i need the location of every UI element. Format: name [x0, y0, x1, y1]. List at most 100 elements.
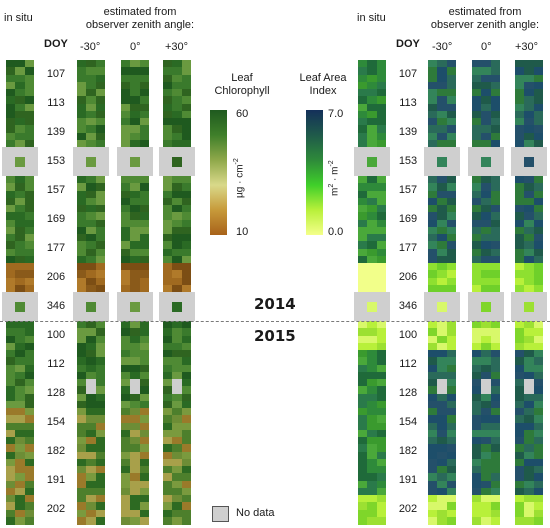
lai-unit-exp2: -2: [328, 160, 335, 167]
chlorophyll-pixel: [163, 139, 173, 148]
lai-pixel: [515, 335, 525, 344]
chlorophyll-pixel: [172, 393, 183, 402]
lai-pixel: [446, 328, 457, 336]
chlorophyll-pixel: [139, 502, 150, 510]
chlorophyll-pixel: [15, 110, 26, 119]
chlorophyll-pixel: [121, 263, 131, 271]
chlorophyll-pixel: [24, 118, 35, 126]
lai-center-pixel: [367, 301, 377, 312]
chlorophyll-pixel: [163, 451, 173, 460]
chlorophyll-pixel: [130, 473, 141, 481]
lai-pixel: [515, 241, 525, 249]
lai-pixel: [358, 96, 368, 104]
lai-pixel: [446, 321, 457, 329]
chlorophyll-pixel: [172, 495, 183, 503]
chlorophyll-pixel: [77, 495, 87, 503]
lai-unit-exp1: 2: [328, 183, 335, 188]
chlorophyll-pixel: [181, 248, 192, 257]
lai-pixel: [515, 248, 525, 257]
lai-pixel: [515, 357, 525, 365]
lai-pixel: [524, 103, 535, 112]
chlorophyll-pixel: [163, 176, 173, 184]
chlorophyll-pixel: [139, 350, 150, 358]
lai-pixel: [446, 509, 457, 518]
chlorophyll-pixel: [163, 328, 173, 336]
chlorophyll-pixel: [163, 458, 173, 467]
chlorophyll-pixel: [24, 350, 35, 358]
lai-pixel: [376, 495, 387, 503]
lai-pixel: [428, 422, 438, 431]
chlorophyll-pixel: [6, 328, 16, 336]
chlorophyll-pixel: [24, 176, 35, 184]
chlorophyll-pixel: [163, 81, 173, 90]
lai-pixel: [446, 335, 457, 344]
chlorophyll-pixel: [77, 415, 87, 423]
chlorophyll-pixel: [77, 400, 87, 409]
lai-pixel: [358, 125, 368, 133]
lai-pixel: [524, 321, 535, 329]
chlorophyll-pixel: [181, 400, 192, 409]
lai-pixel: [472, 248, 482, 257]
lai-pixel: [437, 444, 448, 452]
lai-pixel: [358, 212, 368, 220]
lai-pixel: [524, 205, 535, 213]
chlorophyll-pixel: [181, 509, 192, 518]
chlorophyll-pixel: [77, 212, 87, 220]
lai-pixel: [446, 357, 457, 365]
lai-pixel: [437, 342, 448, 351]
chlorophyll-pixel: [77, 226, 87, 235]
chlorophyll-pixel: [172, 321, 183, 329]
lai-pixel: [428, 371, 438, 380]
lai-pixel: [437, 132, 448, 141]
chlorophyll-pixel: [181, 183, 192, 191]
chlorophyll-pixel: [139, 139, 150, 148]
chlorophyll-pixel: [6, 197, 16, 206]
lai-pixel: [446, 183, 457, 191]
chlorophyll-pixel: [172, 451, 183, 460]
chlorophyll-pixel: [77, 335, 87, 344]
chlorophyll-pixel: [95, 415, 106, 423]
lai-pixel: [358, 277, 368, 286]
chlorophyll-pixel: [95, 241, 106, 249]
chlorophyll-pixel: [172, 263, 183, 271]
lai-pixel: [481, 350, 492, 358]
lai-pixel: [515, 328, 525, 336]
lai-pixel: [446, 466, 457, 474]
chlorophyll-pixel: [15, 422, 26, 431]
chlorophyll-pixel: [86, 89, 97, 97]
lai-pixel: [367, 205, 378, 213]
lai-pixel: [472, 437, 482, 445]
chlorophyll-pixel: [121, 67, 131, 75]
chlorophyll-pixel: [181, 190, 192, 199]
lai-pixel: [376, 415, 387, 423]
chlorophyll-pixel: [163, 60, 173, 68]
chlorophyll-pixel: [86, 429, 97, 438]
lai-pixel: [358, 473, 368, 481]
lai-pixel: [472, 277, 482, 286]
lai-pixel: [533, 248, 544, 257]
chlorophyll-pixel: [86, 466, 97, 474]
lai-pixel: [437, 415, 448, 423]
lai-pixel: [428, 205, 438, 213]
left-angle-0: 0°: [130, 41, 141, 53]
lai-pixel: [446, 429, 457, 438]
lai-pixel: [446, 125, 457, 133]
chlorophyll-pixel: [95, 422, 106, 431]
lai-pixel: [358, 516, 368, 525]
lai-pixel: [472, 234, 482, 242]
chlorophyll-pixel: [95, 234, 106, 242]
chlorophyll-pixel: [6, 81, 16, 90]
chlorophyll-pixel: [130, 89, 141, 97]
chlorophyll-pixel: [130, 277, 141, 286]
lai-pixel: [437, 248, 448, 257]
chlorophyll-pixel: [121, 176, 131, 184]
chlorophyll-pixel: [139, 89, 150, 97]
lai-pixel: [490, 277, 501, 286]
chlorophyll-pixel: [15, 466, 26, 474]
chlorophyll-center-pixel: [130, 156, 140, 167]
chlorophyll-pixel: [6, 466, 16, 474]
lai-pixel: [490, 96, 501, 104]
lai-pixel: [437, 466, 448, 474]
chlorophyll-pixel: [139, 342, 150, 351]
lai-pixel: [515, 379, 525, 387]
